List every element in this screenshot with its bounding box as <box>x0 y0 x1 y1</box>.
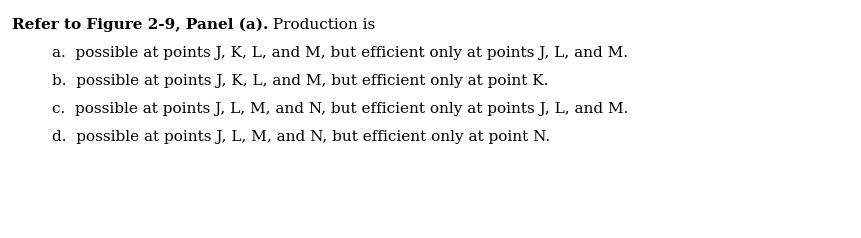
Text: a.  possible at points J, K, L, and M, but efficient only at points J, L, and M.: a. possible at points J, K, L, and M, bu… <box>52 46 628 60</box>
Text: Refer to Figure 2-9, Panel (a).: Refer to Figure 2-9, Panel (a). <box>12 18 268 32</box>
Text: c.  possible at points J, L, M, and N, but efficient only at points J, L, and M.: c. possible at points J, L, M, and N, bu… <box>52 102 628 116</box>
Text: d.  possible at points J, L, M, and N, but efficient only at point N.: d. possible at points J, L, M, and N, bu… <box>52 130 549 144</box>
Text: b.  possible at points J, K, L, and M, but efficient only at point K.: b. possible at points J, K, L, and M, bu… <box>52 74 548 88</box>
Text: Production is: Production is <box>268 18 375 32</box>
